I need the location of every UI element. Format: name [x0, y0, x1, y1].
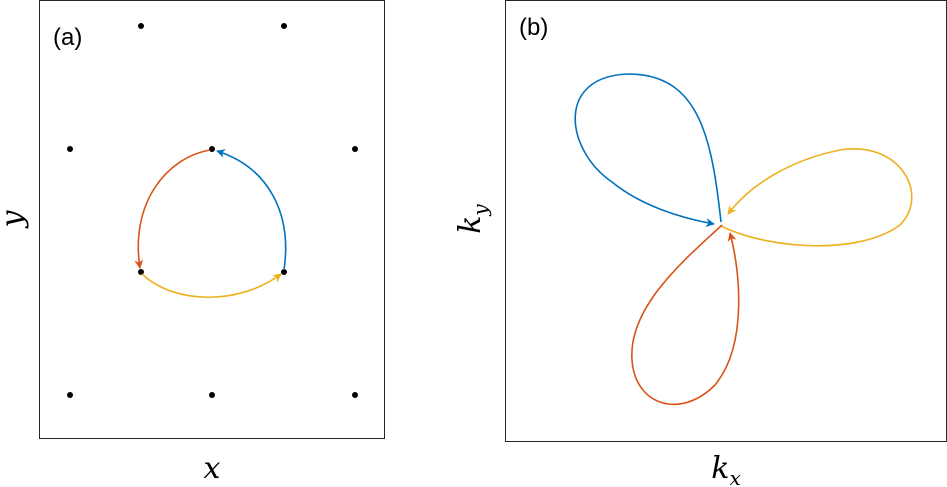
lobe-orange [631, 224, 740, 405]
panel-b-y-axis-subscript: y [468, 204, 492, 217]
hop-path-orange [134, 149, 211, 269]
panel-a-label: (a) [53, 24, 82, 51]
lobe-yellow [720, 148, 913, 247]
panel-b-x-axis-symbol: k [711, 451, 729, 486]
panel-b-x-axis-label: kx [711, 451, 740, 487]
panel-a-y-axis-label: y [0, 209, 30, 229]
lattice-point [281, 269, 287, 275]
panel-b-y-axis-label: ky [453, 204, 492, 234]
panel-b-x-axis-subscript: x [729, 466, 740, 487]
panel-b-frame [505, 0, 947, 442]
panel-a-x-axis-label: x [204, 451, 221, 486]
hop-path-yellow [141, 273, 282, 298]
panel-b-label: (b) [519, 14, 548, 41]
lattice-point [281, 23, 287, 29]
panel-b: (b) kx ky [453, 0, 947, 487]
lattice-point [67, 146, 73, 152]
lattice-point [352, 392, 358, 398]
hop-path-blue [216, 149, 287, 271]
lattice-point [352, 146, 358, 152]
panel-a: (a) x y [0, 0, 385, 486]
lobe-blue [574, 73, 722, 228]
lattice-points [67, 23, 358, 398]
lattice-point [209, 146, 215, 152]
lattice-point [138, 23, 144, 29]
panel-b-y-axis-symbol: k [453, 216, 488, 234]
lattice-point [209, 392, 215, 398]
lattice-point [67, 392, 73, 398]
panel-a-frame [39, 0, 385, 439]
